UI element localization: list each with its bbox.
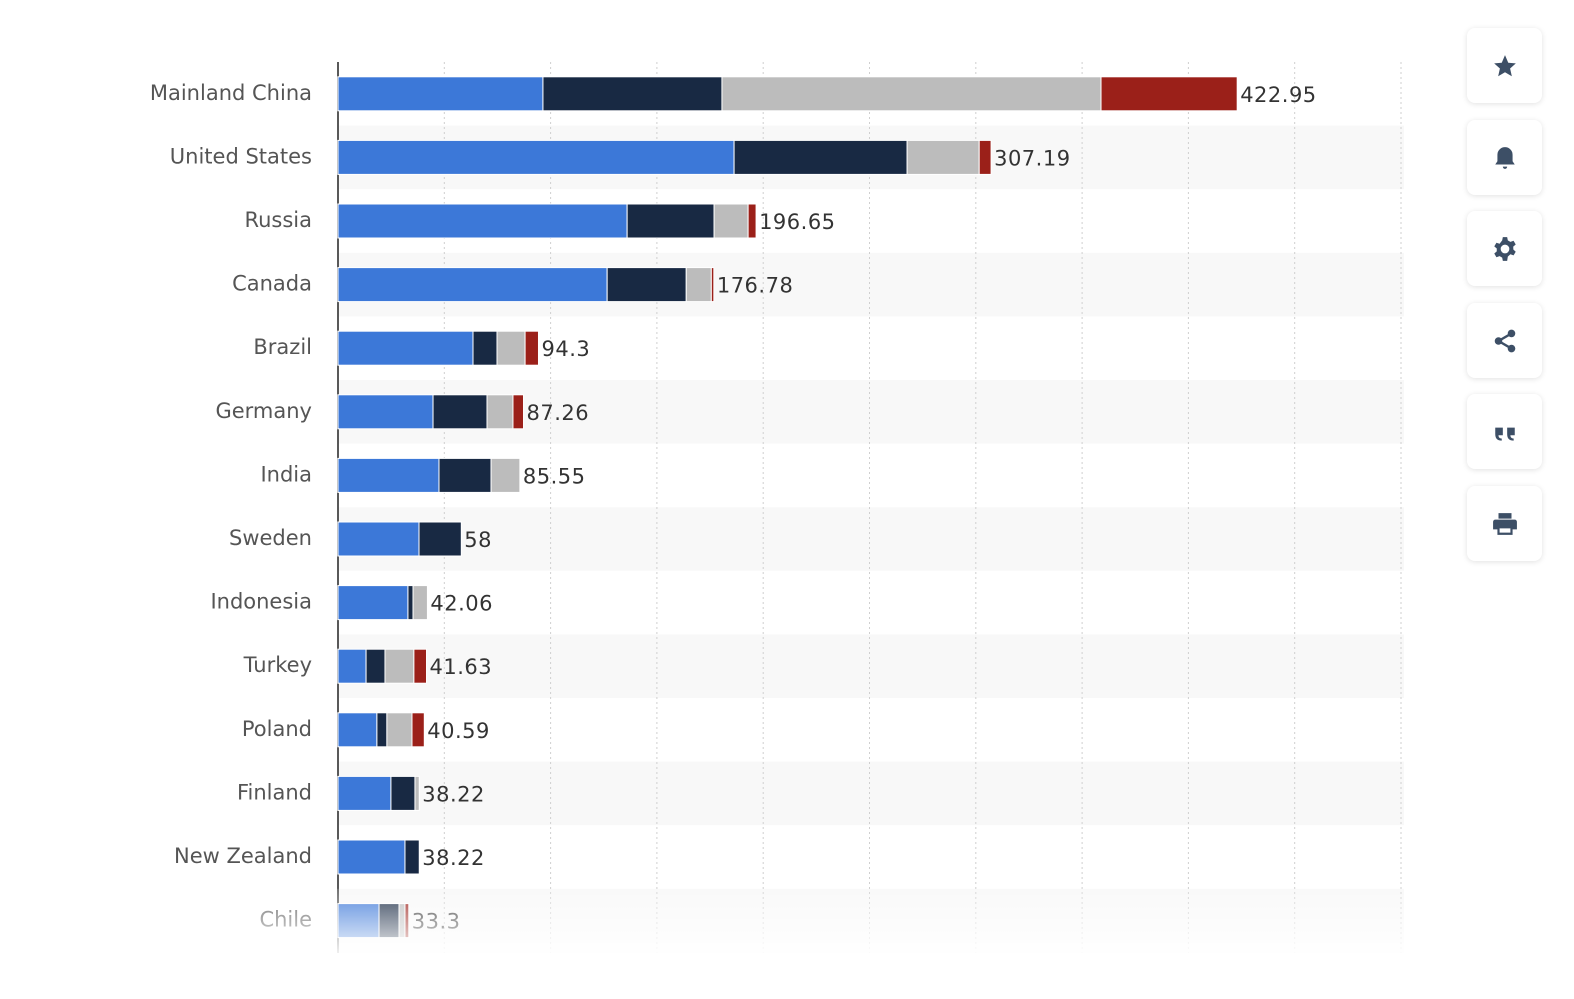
bar-segment bbox=[365, 648, 386, 684]
bar-segment bbox=[337, 394, 434, 430]
bar-segment bbox=[906, 139, 980, 175]
bar-segment bbox=[1100, 76, 1238, 112]
y-tick-label: Mainland China bbox=[150, 81, 312, 105]
bar-segment bbox=[337, 775, 392, 811]
row-band bbox=[338, 507, 1404, 571]
bar-segment bbox=[337, 203, 628, 239]
bar-segment bbox=[386, 712, 413, 748]
chart: Mainland China 422.95 United States 307.19 R… bbox=[0, 62, 1450, 953]
total-label: 38.22 bbox=[422, 782, 485, 806]
y-tick-label: New Zealand bbox=[174, 844, 312, 868]
bar-segment bbox=[978, 139, 992, 175]
cite-button[interactable] bbox=[1467, 394, 1542, 469]
fade-overlay bbox=[0, 888, 1450, 953]
y-tick-label: United States bbox=[170, 144, 312, 168]
bar-segment bbox=[337, 585, 409, 621]
bar-segment bbox=[337, 457, 440, 493]
total-label: 422.95 bbox=[1240, 83, 1316, 107]
favorite-button[interactable] bbox=[1467, 28, 1542, 103]
settings-button[interactable] bbox=[1467, 211, 1542, 286]
total-label: 176.78 bbox=[717, 274, 793, 298]
row-band bbox=[338, 761, 1404, 826]
bar-segment bbox=[512, 394, 525, 430]
bar-segment bbox=[472, 330, 498, 366]
share-button[interactable] bbox=[1467, 303, 1542, 378]
bar-segment bbox=[337, 76, 544, 112]
bar-segment bbox=[418, 521, 462, 557]
total-label: 87.26 bbox=[527, 401, 590, 425]
y-tick-label: Poland bbox=[242, 717, 312, 741]
total-label: 41.63 bbox=[430, 655, 493, 679]
bar-segment bbox=[404, 839, 420, 875]
y-tick-label: Turkey bbox=[243, 653, 312, 677]
bar-segment bbox=[390, 775, 416, 811]
print-button[interactable] bbox=[1467, 486, 1542, 561]
bar-segment bbox=[407, 585, 414, 621]
bar-segment bbox=[384, 648, 415, 684]
y-tick-label: Canada bbox=[232, 272, 312, 296]
total-label: 42.06 bbox=[430, 592, 493, 616]
y-tick-label: Indonesia bbox=[210, 590, 312, 614]
bar-segment bbox=[496, 330, 526, 366]
y-tick-label: Russia bbox=[244, 208, 312, 232]
bar-segment bbox=[606, 267, 687, 303]
bar-segment bbox=[710, 267, 715, 303]
bar-segment bbox=[626, 203, 715, 239]
bar-segment bbox=[337, 648, 367, 684]
y-tick-label: Finland bbox=[237, 780, 312, 804]
y-tick-label: India bbox=[260, 462, 312, 486]
total-label: 307.19 bbox=[994, 146, 1070, 170]
bar-segment bbox=[490, 457, 521, 493]
y-tick-label: Germany bbox=[215, 399, 312, 423]
bar-segment bbox=[412, 585, 428, 621]
total-label: 40.59 bbox=[427, 719, 490, 743]
bar-segment bbox=[413, 648, 428, 684]
bar-segment bbox=[337, 521, 420, 557]
bar-segment bbox=[337, 712, 378, 748]
bar-segment bbox=[733, 139, 908, 175]
bar-segment bbox=[337, 139, 735, 175]
bar-segment bbox=[438, 457, 492, 493]
total-label: 85.55 bbox=[523, 464, 586, 488]
bar-segment bbox=[685, 267, 712, 303]
y-tick-label: Brazil bbox=[253, 335, 312, 359]
bar-segment bbox=[337, 267, 608, 303]
row-band bbox=[338, 634, 1404, 698]
bar-segment bbox=[486, 394, 514, 430]
bar-segment bbox=[713, 203, 749, 239]
total-label: 58 bbox=[464, 528, 492, 552]
total-label: 94.3 bbox=[541, 337, 590, 361]
bar-segment bbox=[747, 203, 757, 239]
y-tick-label: Sweden bbox=[229, 526, 312, 550]
notification-button[interactable] bbox=[1467, 120, 1542, 195]
bar-segment bbox=[721, 76, 1102, 112]
bar-segment bbox=[524, 330, 539, 366]
bar-segment bbox=[542, 76, 723, 112]
bar-segment bbox=[337, 330, 474, 366]
total-label: 38.22 bbox=[422, 846, 485, 870]
bar-segment bbox=[337, 839, 406, 875]
bar-segment bbox=[414, 775, 420, 811]
total-label: 196.65 bbox=[759, 210, 835, 234]
bar-segment bbox=[376, 712, 388, 748]
bar-segment bbox=[432, 394, 488, 430]
bar-segment bbox=[411, 712, 425, 748]
